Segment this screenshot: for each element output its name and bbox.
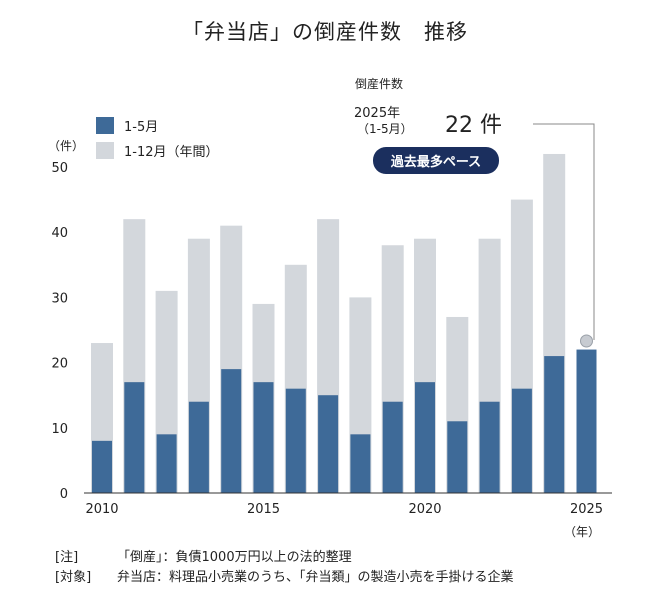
footnote-row: [注] 「倒産」：負債1000万円以上の法的整理 bbox=[55, 548, 514, 568]
x-tick-label: 2020 bbox=[408, 502, 441, 517]
callout-leader-line bbox=[533, 123, 595, 340]
footnote-key: [注] bbox=[55, 550, 79, 565]
callout-period: （1-5月） bbox=[357, 122, 413, 136]
legend-label-annual: 1-12月（年間） bbox=[124, 145, 219, 160]
callout-badge bbox=[373, 147, 499, 174]
x-tick-label: 2015 bbox=[247, 502, 280, 517]
legend-swatch-jan-may bbox=[96, 117, 114, 134]
bar-jan-may-2010 bbox=[92, 440, 112, 493]
bar-jan-may-2023 bbox=[511, 388, 532, 493]
callout-value: 22 件 bbox=[445, 113, 502, 138]
x-axis-unit: （年） bbox=[564, 525, 600, 539]
bar-jan-may-2014 bbox=[221, 369, 242, 493]
footnotes: [注] 「倒産」：負債1000万円以上の法的整理 [対象] 弁当店：料理品小売業のう… bbox=[55, 548, 514, 588]
callout-badge-label: 過去最多ペース bbox=[390, 154, 481, 170]
y-axis: 0 10 20 30 40 50 bbox=[51, 161, 68, 502]
callout-year: 2025年 bbox=[354, 106, 400, 121]
y-axis-unit: （件） bbox=[48, 139, 84, 153]
bar-jan-may-2011 bbox=[124, 382, 145, 493]
bar-jan-may-2017 bbox=[318, 395, 339, 493]
footnote-key: [対象] bbox=[55, 570, 92, 585]
legend-label-jan-may: 1-5月 bbox=[124, 120, 158, 135]
bar-jan-may-2019 bbox=[382, 401, 403, 493]
bar-jan-may-2025 bbox=[576, 349, 597, 493]
footnote-row: [対象] 弁当店：料理品小売業のうち、「弁当類」の製造小売を手掛ける企業 bbox=[55, 568, 514, 588]
legend-swatch-annual bbox=[96, 142, 114, 159]
y-tick-label: 50 bbox=[51, 161, 68, 176]
bars bbox=[91, 153, 597, 493]
bar-jan-may-2018 bbox=[350, 434, 371, 493]
bar-jan-may-2015 bbox=[253, 382, 274, 493]
footnote-text: 弁当店：料理品小売業のうち、「弁当類」の製造小売を手掛ける企業 bbox=[117, 570, 514, 585]
bar-jan-may-2012 bbox=[156, 434, 177, 493]
x-tick-label: 2010 bbox=[85, 502, 118, 517]
bar-jan-may-2020 bbox=[415, 382, 435, 493]
callout-heading: 倒産件数 bbox=[355, 76, 403, 91]
callout-marker-dot bbox=[580, 334, 593, 348]
bar-jan-may-2021 bbox=[447, 421, 468, 493]
y-tick-label: 10 bbox=[51, 422, 68, 437]
y-tick-label: 20 bbox=[51, 357, 68, 372]
y-tick-label: 0 bbox=[60, 487, 68, 502]
bar-jan-may-2024 bbox=[544, 356, 565, 493]
bar-jan-may-2022 bbox=[479, 401, 500, 493]
chart-title: 「弁当店」の倒産件数 推移 bbox=[182, 20, 468, 44]
y-tick-label: 30 bbox=[51, 291, 68, 306]
y-tick-label: 40 bbox=[51, 226, 68, 241]
bar-jan-may-2016 bbox=[285, 388, 306, 493]
x-axis: 2010 2015 2020 2025 bbox=[84, 492, 612, 517]
footnote-text: 「倒産」：負債1000万円以上の法的整理 bbox=[117, 550, 352, 565]
x-tick-label: 2025 bbox=[570, 502, 603, 517]
bar-jan-may-2013 bbox=[188, 401, 209, 493]
